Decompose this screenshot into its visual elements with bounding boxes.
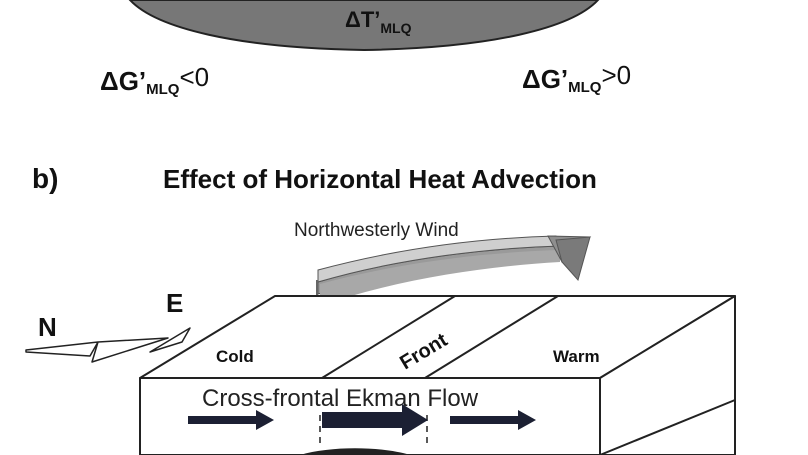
panel-a: ΔT’MLQ ΔG’MLQ<0 ΔG’MLQ>0 — [100, 0, 631, 98]
compass: N E — [25, 288, 191, 363]
warm-label: Warm — [553, 347, 600, 366]
flow-arrow-front — [322, 404, 428, 436]
flow-arrow-warm — [450, 410, 536, 430]
ocean-block — [139, 295, 736, 455]
panel-letter: b) — [32, 163, 58, 194]
lower-anomaly-shape — [300, 448, 410, 455]
compass-north: N — [38, 312, 57, 342]
delta-t-label: ΔT’MLQ — [345, 7, 412, 36]
flow-arrow-cold — [188, 410, 274, 430]
north-arrow — [25, 337, 169, 363]
ekman-flow-arrows — [188, 404, 536, 436]
east-arrow — [149, 327, 191, 353]
left-gradient-label: ΔG’MLQ<0 — [100, 62, 209, 98]
front-boundary-right — [424, 295, 559, 379]
front-boundary-left — [321, 295, 456, 379]
cold-label: Cold — [216, 347, 254, 366]
side-face-detail — [599, 399, 736, 455]
wind-label: Northwesterly Wind — [294, 220, 459, 241]
right-gradient-label: ΔG’MLQ>0 — [522, 60, 631, 96]
wind-arrow — [316, 235, 592, 306]
panel-title: Effect of Horizontal Heat Advection — [163, 164, 597, 194]
panel-b: b) Effect of Horizontal Heat Advection N… — [25, 163, 736, 455]
ekman-flow-label: Cross-frontal Ekman Flow — [202, 385, 479, 412]
mixed-layer-anomaly-shape — [128, 0, 600, 52]
compass-east: E — [166, 288, 183, 318]
block-side-face — [599, 295, 736, 455]
